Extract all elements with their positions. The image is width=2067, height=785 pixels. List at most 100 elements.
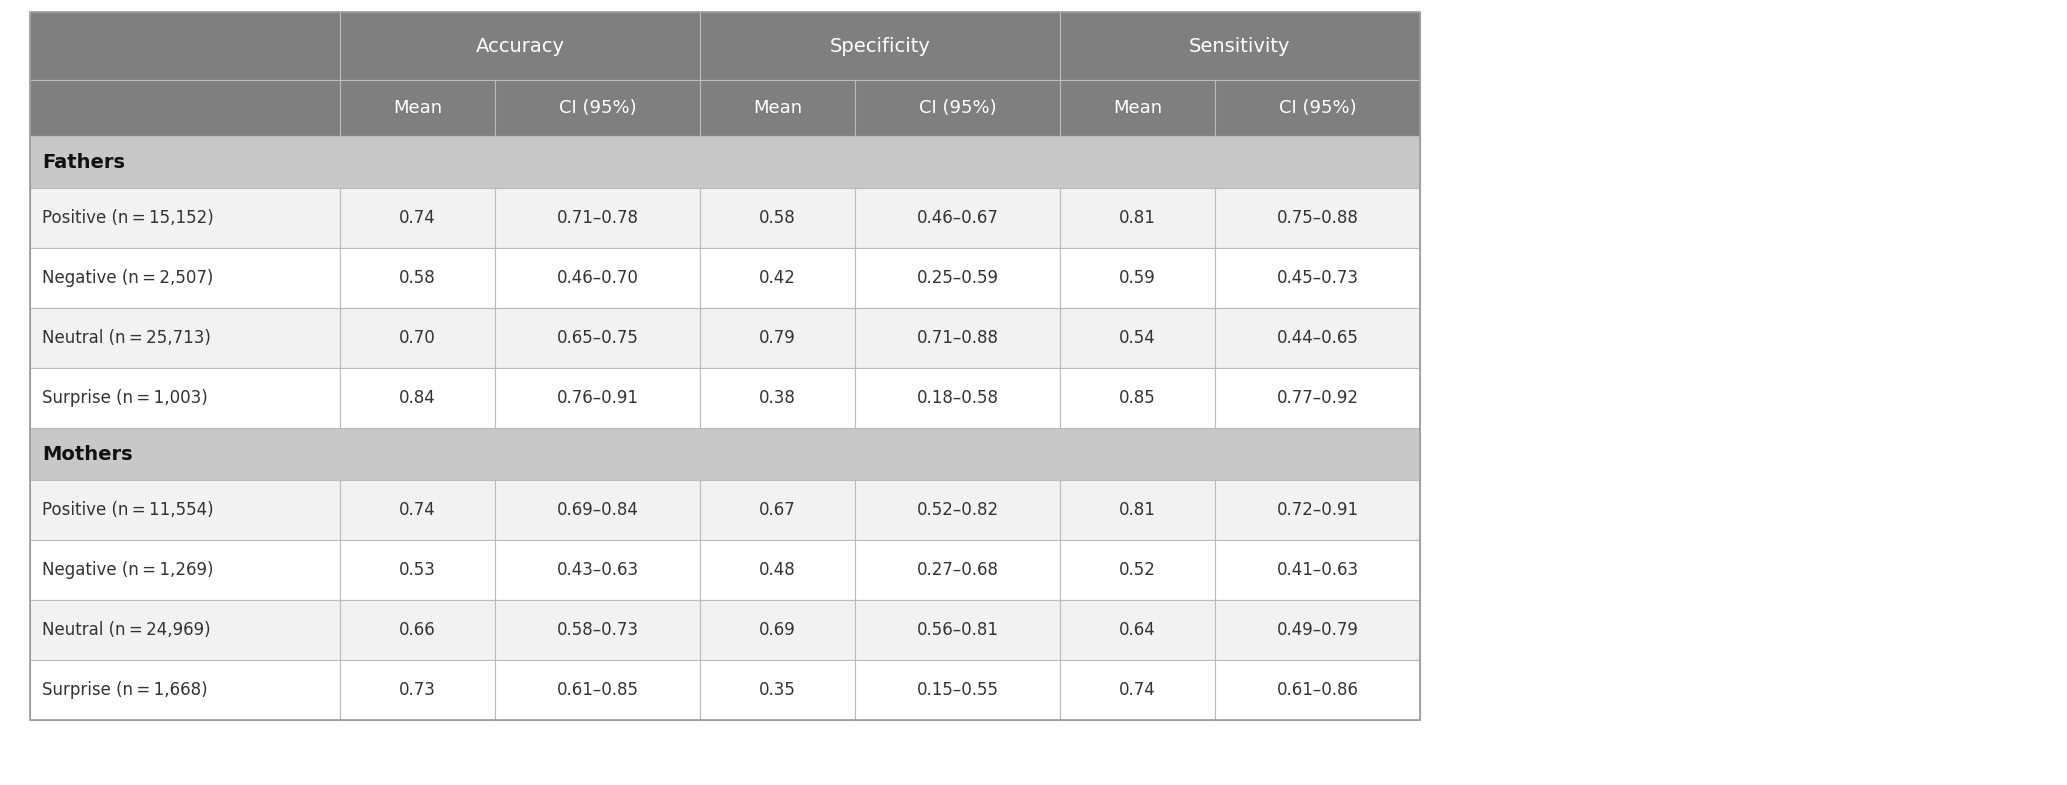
Bar xyxy=(31,540,339,600)
Bar xyxy=(1060,308,1215,368)
Bar xyxy=(31,660,339,720)
Text: 0.46–0.67: 0.46–0.67 xyxy=(916,209,998,227)
Bar xyxy=(1060,368,1215,428)
Bar xyxy=(1215,660,1420,720)
Bar xyxy=(1215,308,1420,368)
Text: 0.75–0.88: 0.75–0.88 xyxy=(1277,209,1358,227)
Bar xyxy=(1215,248,1420,308)
Text: Negative (n = 2,507): Negative (n = 2,507) xyxy=(41,269,213,287)
Text: 0.66: 0.66 xyxy=(399,621,436,639)
Bar xyxy=(339,540,494,600)
Bar xyxy=(339,660,494,720)
Bar xyxy=(856,660,1060,720)
Text: 0.72–0.91: 0.72–0.91 xyxy=(1277,501,1358,519)
Bar xyxy=(701,480,856,540)
Text: 0.58: 0.58 xyxy=(759,209,796,227)
Bar xyxy=(1060,248,1215,308)
Bar xyxy=(339,188,494,248)
Bar xyxy=(494,368,701,428)
Text: 0.76–0.91: 0.76–0.91 xyxy=(556,389,639,407)
Text: 0.48: 0.48 xyxy=(759,561,796,579)
Bar xyxy=(1060,480,1215,540)
Text: 0.54: 0.54 xyxy=(1118,329,1155,347)
Bar xyxy=(31,12,339,80)
Text: Surprise (n = 1,003): Surprise (n = 1,003) xyxy=(41,389,209,407)
Text: CI (95%): CI (95%) xyxy=(558,99,637,117)
Text: Positive (n = 15,152): Positive (n = 15,152) xyxy=(41,209,213,227)
Text: 0.84: 0.84 xyxy=(399,389,436,407)
Bar xyxy=(31,12,1420,720)
Text: 0.25–0.59: 0.25–0.59 xyxy=(916,269,998,287)
Text: 0.27–0.68: 0.27–0.68 xyxy=(916,561,998,579)
Bar xyxy=(494,80,701,136)
Text: Mean: Mean xyxy=(393,99,442,117)
Text: Mean: Mean xyxy=(1112,99,1162,117)
Text: 0.46–0.70: 0.46–0.70 xyxy=(556,269,639,287)
Bar xyxy=(701,308,856,368)
Text: 0.74: 0.74 xyxy=(399,209,436,227)
Bar xyxy=(1215,368,1420,428)
Bar xyxy=(494,308,701,368)
Bar xyxy=(1215,540,1420,600)
Bar xyxy=(701,540,856,600)
Text: 0.18–0.58: 0.18–0.58 xyxy=(916,389,998,407)
Bar xyxy=(1060,12,1420,80)
Text: 0.61–0.85: 0.61–0.85 xyxy=(556,681,639,699)
Text: 0.74: 0.74 xyxy=(399,501,436,519)
Bar xyxy=(31,480,339,540)
Bar xyxy=(494,480,701,540)
Text: 0.67: 0.67 xyxy=(759,501,796,519)
Bar xyxy=(1060,600,1215,660)
Bar xyxy=(494,188,701,248)
Text: 0.71–0.88: 0.71–0.88 xyxy=(916,329,998,347)
Bar xyxy=(1060,660,1215,720)
Text: Fathers: Fathers xyxy=(41,152,124,171)
Bar xyxy=(701,600,856,660)
Bar xyxy=(494,600,701,660)
Bar xyxy=(339,368,494,428)
Text: Mean: Mean xyxy=(752,99,802,117)
Text: 0.61–0.86: 0.61–0.86 xyxy=(1277,681,1358,699)
Bar xyxy=(856,80,1060,136)
Bar xyxy=(1060,188,1215,248)
Text: 0.52: 0.52 xyxy=(1118,561,1155,579)
Bar xyxy=(701,660,856,720)
Text: 0.65–0.75: 0.65–0.75 xyxy=(556,329,639,347)
Text: 0.77–0.92: 0.77–0.92 xyxy=(1277,389,1358,407)
Text: Sensitivity: Sensitivity xyxy=(1189,36,1290,56)
Text: 0.58–0.73: 0.58–0.73 xyxy=(556,621,639,639)
Bar xyxy=(339,248,494,308)
Text: 0.35: 0.35 xyxy=(759,681,796,699)
Text: 0.56–0.81: 0.56–0.81 xyxy=(916,621,998,639)
Text: 0.59: 0.59 xyxy=(1118,269,1155,287)
Text: Positive (n = 11,554): Positive (n = 11,554) xyxy=(41,501,213,519)
Text: Specificity: Specificity xyxy=(829,36,930,56)
Text: 0.38: 0.38 xyxy=(759,389,796,407)
Text: Neutral (n = 24,969): Neutral (n = 24,969) xyxy=(41,621,211,639)
Text: 0.52–0.82: 0.52–0.82 xyxy=(916,501,998,519)
Bar xyxy=(339,600,494,660)
Text: 0.79: 0.79 xyxy=(759,329,796,347)
Bar xyxy=(31,428,1420,480)
Bar xyxy=(701,80,856,136)
Text: 0.42: 0.42 xyxy=(759,269,796,287)
Bar xyxy=(31,368,339,428)
Text: 0.44–0.65: 0.44–0.65 xyxy=(1277,329,1358,347)
Text: Surprise (n = 1,668): Surprise (n = 1,668) xyxy=(41,681,207,699)
Bar xyxy=(856,540,1060,600)
Bar xyxy=(31,600,339,660)
Bar xyxy=(856,248,1060,308)
Bar xyxy=(339,12,701,80)
Bar xyxy=(1215,80,1420,136)
Bar xyxy=(856,480,1060,540)
Bar xyxy=(701,12,1060,80)
Text: 0.74: 0.74 xyxy=(1118,681,1155,699)
Bar xyxy=(701,368,856,428)
Bar xyxy=(856,308,1060,368)
Text: 0.15–0.55: 0.15–0.55 xyxy=(916,681,998,699)
Bar xyxy=(856,188,1060,248)
Text: 0.70: 0.70 xyxy=(399,329,436,347)
Text: 0.81: 0.81 xyxy=(1118,501,1155,519)
Bar xyxy=(1215,188,1420,248)
Bar xyxy=(31,188,339,248)
